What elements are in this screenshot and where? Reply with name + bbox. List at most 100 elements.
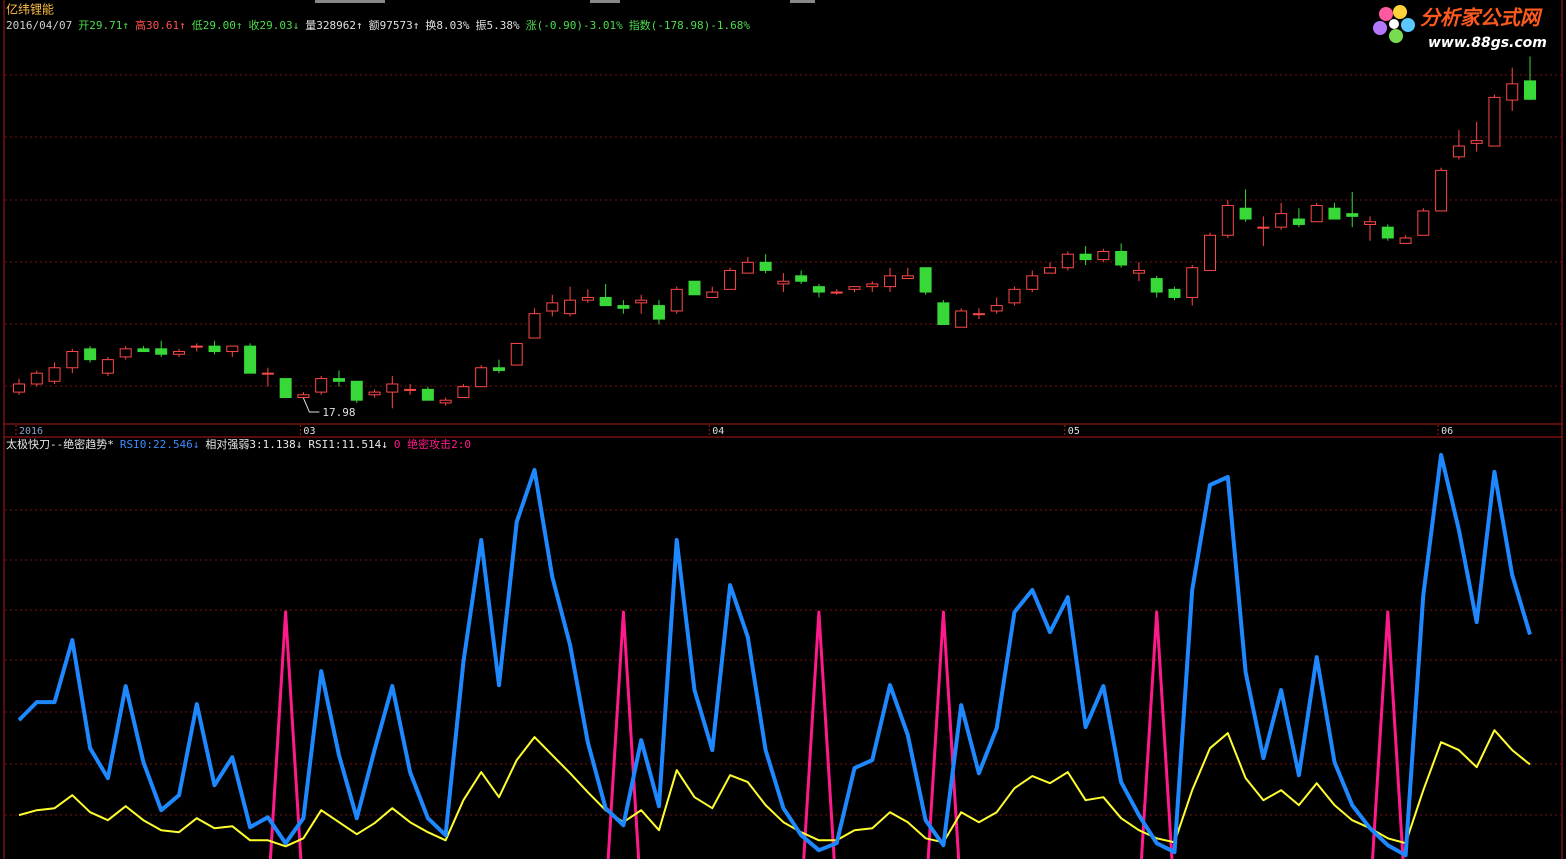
candle-body <box>1488 96 1501 147</box>
candle-body <box>297 394 310 399</box>
candle-body <box>1150 278 1163 293</box>
candle-body <box>190 345 203 348</box>
candle-body <box>1310 205 1323 223</box>
candle-body <box>13 383 25 393</box>
candle-body <box>226 345 239 353</box>
candle-body <box>724 269 737 290</box>
logo-petal <box>1393 5 1407 19</box>
quote-field: 涨(-0.90)-3.01% <box>526 19 623 32</box>
legend-entry: RSI0:22.546↓ <box>120 438 199 451</box>
grid-top <box>5 74 1561 387</box>
quote-field: 收29.03↓ <box>248 18 299 32</box>
candle-body <box>1292 218 1305 225</box>
toolbar-tab <box>590 0 620 3</box>
candle-body <box>1168 288 1181 298</box>
candle-body <box>1115 250 1128 266</box>
candle-body <box>1506 83 1519 101</box>
candle-body <box>777 280 790 285</box>
candle-body <box>955 310 968 328</box>
candles: 17.98 <box>13 56 1536 419</box>
candle-body <box>1239 207 1252 220</box>
low-marker-line <box>302 397 320 413</box>
candle-body <box>1470 140 1483 144</box>
quote-header: 2016/04/07 开29.71↑ 高30.61↑ 低29.00↑ 收29.03↓ 量3… <box>6 18 750 32</box>
logo: 分析家公式网 www.88gs.com <box>1373 5 1547 51</box>
candle-body <box>332 378 345 382</box>
logo-petal <box>1389 29 1403 43</box>
candle-body <box>635 299 648 304</box>
candle-body <box>617 305 630 309</box>
candle-body <box>830 291 843 294</box>
candle-body <box>66 351 79 369</box>
candle-body <box>581 296 594 301</box>
legend-entry: 相对强弱3:1.138↓ <box>205 437 302 451</box>
candle-body <box>315 378 328 393</box>
legend-entry: 太极快刀--绝密趋势* <box>6 437 114 451</box>
candle-body <box>208 345 221 353</box>
candle-body <box>30 372 43 385</box>
candle-body <box>1008 288 1021 304</box>
candle-body <box>599 296 612 307</box>
quote-field: 低29.00↑ <box>192 19 243 32</box>
quote-field: 高30.61↑ <box>135 18 186 32</box>
indicator-line <box>17 452 1532 858</box>
candle-body <box>1097 250 1110 261</box>
toolbar-tab <box>790 0 815 3</box>
candle-body <box>1061 253 1074 269</box>
candle-body <box>1524 80 1536 100</box>
candle-body <box>812 286 825 293</box>
candle-body <box>884 275 897 288</box>
candle-body <box>368 391 381 396</box>
candle-body <box>261 372 274 375</box>
quote-field: 额97573↑ <box>369 19 420 32</box>
candle-body <box>1044 267 1057 274</box>
candle-body <box>795 275 808 282</box>
candle-body <box>1221 205 1234 236</box>
candle-body <box>1275 213 1288 228</box>
quote-field: 2016/04/07 <box>6 19 72 32</box>
candle-body <box>1399 237 1412 244</box>
candle-body <box>1026 275 1039 290</box>
candle-body <box>919 267 932 293</box>
candle-body <box>564 299 577 315</box>
quote-field: 换8.03% <box>425 18 469 32</box>
quote-field: 指数(-178.98)-1.68% <box>629 18 751 32</box>
candle-body <box>759 261 772 271</box>
candle-body <box>1079 253 1092 261</box>
indicator-line <box>18 729 1531 848</box>
candle-body <box>1257 226 1270 229</box>
candle-body <box>1452 145 1465 158</box>
stock-name: 亿纬锂能 <box>6 2 54 17</box>
candle-body <box>848 286 861 290</box>
candle-body <box>84 348 97 361</box>
candle-body <box>937 302 950 325</box>
indicator-legend: 太极快刀--绝密趋势* RSI0:22.546↓ 相对强弱3:1.138↓ RSI1:… <box>6 437 471 451</box>
low-marker-label: 17.98 <box>322 406 355 419</box>
candle-body <box>866 283 879 288</box>
candle-body <box>386 383 399 393</box>
logo-center <box>1389 19 1399 29</box>
x-tick-label: 05 <box>1068 426 1080 437</box>
candle-body <box>1346 213 1359 217</box>
indicator-lines <box>17 452 1532 859</box>
candle-body <box>1435 169 1448 212</box>
candle-body <box>244 345 257 374</box>
candle-body <box>350 380 363 401</box>
candle-body <box>475 367 488 388</box>
candle-body <box>421 388 434 401</box>
candle-body <box>1186 267 1199 298</box>
candle-body <box>48 367 61 382</box>
logo-url: www.88gs.com <box>1428 35 1547 51</box>
quote-field: 开29.71↑ <box>78 19 129 32</box>
x-tick-label: 2016 <box>19 426 43 437</box>
candle-body <box>1132 269 1145 274</box>
candle-body <box>101 359 114 374</box>
candle-body <box>1328 207 1341 220</box>
candle-body <box>652 305 665 320</box>
date-axis: 2016 03 04 05 06 <box>15 425 1453 437</box>
logo-petal <box>1373 21 1387 35</box>
candle-body <box>119 348 132 358</box>
candle-body <box>670 288 683 312</box>
